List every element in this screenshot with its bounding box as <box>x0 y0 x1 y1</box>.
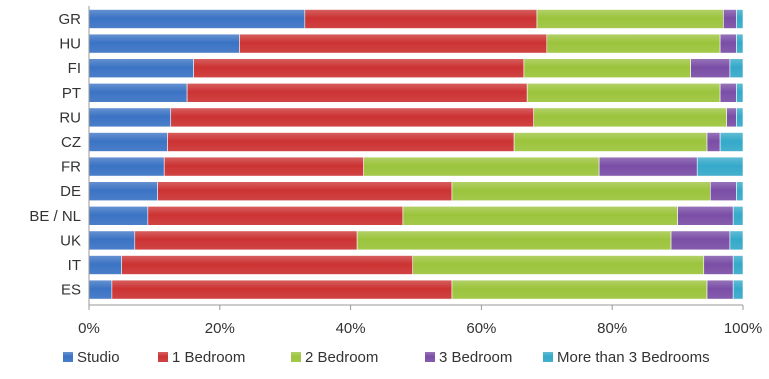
bar-gr-more-than-3-bedrooms <box>736 9 744 29</box>
bar-gr-1-bedroom <box>304 9 538 29</box>
bar-uk-more-than-3-bedrooms <box>729 230 744 251</box>
legend-swatch-more-than-3-bedrooms <box>543 352 553 362</box>
category-label: FI <box>68 60 81 77</box>
x-tick-label: 40% <box>336 320 366 337</box>
bar-ru-2-bedroom <box>533 107 727 128</box>
bar-fi-studio <box>88 58 194 79</box>
bar-ru-studio <box>88 107 172 128</box>
bar-cz-3-bedroom <box>706 132 721 152</box>
category-label: HU <box>59 36 81 53</box>
bar-gr-3-bedroom <box>723 9 737 29</box>
bar-uk-3-bedroom <box>670 230 731 251</box>
category-label: FR <box>61 159 81 176</box>
bar-hu-more-than-3-bedrooms <box>736 33 744 54</box>
bar-es-2-bedroom <box>451 279 708 300</box>
bar-cz-studio <box>88 132 168 152</box>
bar-it-more-than-3-bedrooms <box>732 255 744 275</box>
bar-fi-3-bedroom <box>690 58 731 79</box>
bar-hu-3-bedroom <box>719 33 737 54</box>
x-tick-label: 20% <box>205 320 235 337</box>
bar-pt-1-bedroom <box>186 83 528 103</box>
bar-fr-1-bedroom <box>163 156 364 177</box>
bar-es-more-than-3-bedrooms <box>732 279 744 300</box>
category-label: IT <box>68 257 81 274</box>
bar-pt-2-bedroom <box>526 83 721 103</box>
bar-fr-3-bedroom <box>598 156 698 177</box>
category-label: DE <box>60 183 81 200</box>
legend-swatch-studio <box>63 352 73 362</box>
bar-fr-studio <box>88 156 165 177</box>
category-label: GR <box>59 11 82 28</box>
bar-uk-studio <box>88 230 136 251</box>
bar-it-studio <box>88 255 123 275</box>
legend-swatch-3-bedroom <box>425 352 435 362</box>
bar-be-nl-3-bedroom <box>677 206 734 226</box>
x-tick-label: 60% <box>466 320 496 337</box>
bar-fi-1-bedroom <box>193 58 525 79</box>
legend-label-studio: Studio <box>77 349 120 366</box>
bars-layer <box>88 9 744 300</box>
bar-pt-more-than-3-bedrooms <box>736 83 744 103</box>
bar-uk-2-bedroom <box>356 230 672 251</box>
bar-fr-more-than-3-bedrooms <box>696 156 744 177</box>
category-label: RU <box>59 109 81 126</box>
category-label: PT <box>62 85 81 102</box>
x-tick-label: 100% <box>724 320 762 337</box>
bar-fi-2-bedroom <box>523 58 691 79</box>
bar-de-2-bedroom <box>451 181 711 201</box>
bar-it-3-bedroom <box>703 255 734 275</box>
bar-de-1-bedroom <box>157 181 453 201</box>
bar-uk-1-bedroom <box>134 230 358 251</box>
bar-es-3-bedroom <box>706 279 734 300</box>
bar-be-nl-2-bedroom <box>402 206 678 226</box>
bar-pt-3-bedroom <box>719 83 737 103</box>
bar-es-1-bedroom <box>111 279 453 300</box>
x-tick-label: 0% <box>78 320 100 337</box>
legend-swatch-1-bedroom <box>158 352 168 362</box>
bar-pt-studio <box>88 83 188 103</box>
bar-fi-more-than-3-bedrooms <box>729 58 744 79</box>
legend-label-2-bedroom: 2 Bedroom <box>305 349 378 366</box>
bar-fr-2-bedroom <box>363 156 600 177</box>
bar-be-nl-1-bedroom <box>147 206 404 226</box>
category-label: CZ <box>61 134 81 151</box>
category-label: UK <box>60 232 81 249</box>
bar-cz-1-bedroom <box>167 132 515 152</box>
bar-de-more-than-3-bedrooms <box>736 181 744 201</box>
legend-swatch-2-bedroom <box>291 352 301 362</box>
bar-hu-1-bedroom <box>239 33 548 54</box>
bar-es-studio <box>88 279 113 300</box>
category-label: ES <box>61 282 81 299</box>
bar-cz-2-bedroom <box>513 132 708 152</box>
legend-label-more-than-3-bedrooms: More than 3 Bedrooms <box>557 349 710 366</box>
bar-be-nl-more-than-3-bedrooms <box>732 206 744 226</box>
x-axis: 0% 20% 40% 60% 80% 100% <box>78 6 762 337</box>
bar-de-3-bedroom <box>709 181 737 201</box>
legend-label-3-bedroom: 3 Bedroom <box>439 349 512 366</box>
bar-be-nl-studio <box>88 206 149 226</box>
x-tick-label: 80% <box>597 320 627 337</box>
category-labels: GR HU FI PT RU CZ FR DE BE / NL UK IT ES <box>29 11 81 299</box>
bar-it-2-bedroom <box>412 255 705 275</box>
bar-gr-2-bedroom <box>536 9 724 29</box>
bar-it-1-bedroom <box>121 255 414 275</box>
bar-ru-more-than-3-bedrooms <box>736 107 744 128</box>
bar-de-studio <box>88 181 158 201</box>
bar-hu-studio <box>88 33 240 54</box>
bar-cz-more-than-3-bedrooms <box>719 132 744 152</box>
bar-gr-studio <box>88 9 306 29</box>
legend-label-1-bedroom: 1 Bedroom <box>172 349 245 366</box>
bar-ru-3-bedroom <box>726 107 737 128</box>
bar-ru-1-bedroom <box>170 107 535 128</box>
bar-hu-2-bedroom <box>546 33 721 54</box>
legend: Studio 1 Bedroom 2 Bedroom 3 Bedroom More th… <box>63 349 710 366</box>
category-label: BE / NL <box>29 208 81 225</box>
